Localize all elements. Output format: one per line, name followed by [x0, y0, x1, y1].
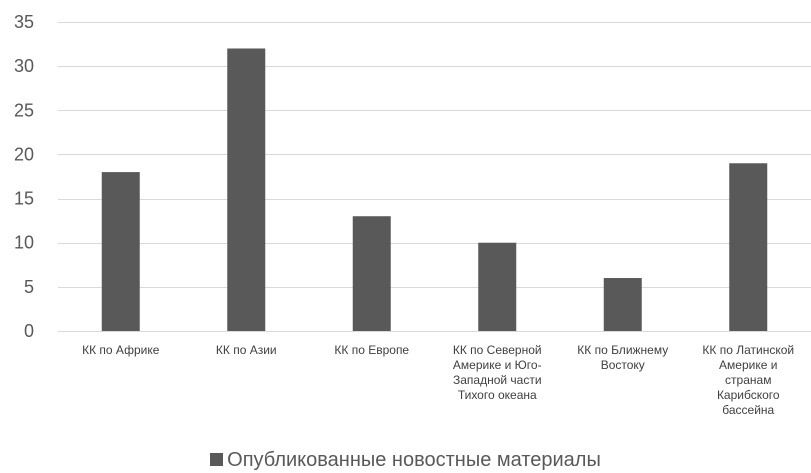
y-tick-label: 25	[14, 100, 34, 120]
y-tick-label: 0	[24, 321, 34, 341]
bar	[101, 172, 140, 331]
bar	[603, 278, 642, 331]
y-tick-label: 10	[14, 233, 34, 253]
x-tick-label: КК по Северной Америке и Юго-Западной час…	[453, 343, 542, 402]
y-tick-label: 5	[24, 277, 34, 297]
x-tick-label: КК по Латинской Америке и странам Карибског…	[702, 343, 794, 417]
bar	[478, 242, 517, 331]
x-tick-label: КК по Африке	[82, 343, 160, 357]
bar	[352, 216, 391, 331]
y-tick-label: 35	[14, 12, 34, 32]
x-tick-label: КК по Азии	[216, 343, 277, 357]
legend-label: Опубликованные новостные материалы	[227, 449, 601, 471]
bar	[729, 163, 768, 331]
y-tick-label: 20	[14, 144, 34, 164]
x-tick-label: КК по Европе	[334, 343, 409, 357]
legend: Опубликованные новостные материалы	[0, 448, 811, 472]
y-tick-label: 30	[14, 56, 34, 76]
legend-swatch	[210, 453, 224, 466]
bar	[227, 48, 266, 331]
x-tick-label: КК по Ближнему Востоку	[577, 343, 668, 372]
y-tick-label: 15	[14, 189, 34, 209]
